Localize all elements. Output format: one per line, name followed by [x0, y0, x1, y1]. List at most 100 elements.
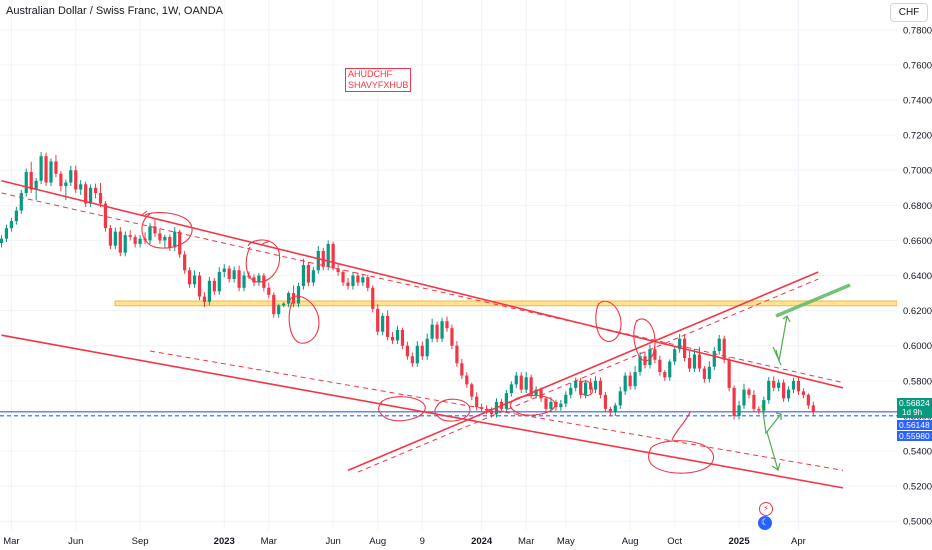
candle-body[interactable]: [717, 338, 721, 351]
candle-body[interactable]: [410, 356, 414, 364]
moon-icon[interactable]: ☾: [758, 516, 772, 530]
trendline[interactable]: [1, 179, 844, 389]
candle-body[interactable]: [272, 294, 276, 315]
candle-body[interactable]: [331, 243, 335, 269]
candle-body[interactable]: [64, 182, 68, 187]
candle-body[interactable]: [346, 282, 350, 287]
candle-body[interactable]: [212, 280, 216, 292]
candle-body[interactable]: [306, 265, 310, 283]
candle-body[interactable]: [633, 372, 637, 387]
candle-body[interactable]: [806, 394, 810, 406]
candle-body[interactable]: [390, 336, 395, 341]
candle-body[interactable]: [747, 389, 751, 395]
candle-body[interactable]: [767, 380, 771, 401]
candle-body[interactable]: [242, 275, 246, 288]
candle-body[interactable]: [658, 359, 662, 373]
candle-body[interactable]: [277, 305, 281, 315]
candle-body[interactable]: [554, 401, 558, 408]
candle-body[interactable]: [19, 193, 23, 211]
candle-body[interactable]: [326, 243, 330, 267]
candle-body[interactable]: [638, 356, 642, 373]
candle-body[interactable]: [98, 193, 103, 204]
candle-body[interactable]: [74, 170, 78, 190]
trendline[interactable]: [347, 271, 819, 472]
candle-body[interactable]: [702, 368, 706, 380]
candle-body[interactable]: [475, 396, 479, 408]
candle-body[interactable]: [514, 375, 518, 385]
candle-body[interactable]: [386, 315, 390, 337]
candle-body[interactable]: [519, 375, 523, 390]
candle-body[interactable]: [786, 389, 791, 399]
candle-body[interactable]: [584, 382, 588, 395]
candle-body[interactable]: [14, 210, 18, 222]
candle-body[interactable]: [183, 254, 187, 271]
candle-body[interactable]: [192, 275, 197, 285]
candle-body[interactable]: [470, 384, 474, 397]
candle-body[interactable]: [569, 387, 573, 395]
candle-body[interactable]: [623, 375, 627, 392]
candle-body[interactable]: [197, 275, 202, 297]
candle-body[interactable]: [613, 405, 617, 413]
candle-body[interactable]: [108, 228, 112, 246]
candle-body[interactable]: [301, 265, 306, 287]
trendline[interactable]: [149, 350, 844, 471]
candle-body[interactable]: [544, 398, 548, 409]
candle-body[interactable]: [742, 389, 746, 406]
candle-body[interactable]: [485, 408, 489, 411]
candle-body[interactable]: [796, 380, 801, 392]
candle-body[interactable]: [188, 270, 192, 285]
candle-body[interactable]: [791, 380, 796, 390]
candle-body[interactable]: [252, 277, 256, 283]
candle-body[interactable]: [361, 277, 365, 283]
candle-body[interactable]: [588, 382, 593, 390]
candle-body[interactable]: [653, 349, 657, 360]
candle-body[interactable]: [371, 287, 375, 309]
candle-body[interactable]: [395, 329, 400, 341]
candle-body[interactable]: [153, 226, 157, 234]
candle-body[interactable]: [524, 377, 528, 390]
candle-body[interactable]: [296, 286, 301, 304]
candle-body[interactable]: [445, 321, 449, 329]
candle-body[interactable]: [697, 354, 702, 369]
candle-body[interactable]: [668, 361, 672, 378]
candle-body[interactable]: [202, 296, 207, 302]
candle-body[interactable]: [351, 275, 355, 287]
candle-body[interactable]: [267, 287, 271, 295]
candle-body[interactable]: [123, 235, 127, 253]
candle-body[interactable]: [89, 187, 93, 204]
candle-body[interactable]: [529, 377, 533, 395]
candle-body[interactable]: [118, 231, 122, 253]
candle-body[interactable]: [598, 380, 603, 395]
candle-body[interactable]: [603, 394, 607, 409]
trendline[interactable]: [1, 334, 844, 489]
candle-body[interactable]: [435, 324, 439, 339]
candle-body[interactable]: [79, 184, 83, 190]
candle-body[interactable]: [415, 345, 419, 364]
candle-body[interactable]: [534, 389, 538, 395]
candle-body[interactable]: [158, 233, 162, 241]
candle-body[interactable]: [29, 171, 33, 190]
candle-body[interactable]: [316, 250, 320, 271]
candle-body[interactable]: [0, 238, 4, 244]
candle-body[interactable]: [93, 187, 98, 194]
candle-body[interactable]: [420, 345, 424, 357]
candle-body[interactable]: [341, 272, 345, 283]
candle-body[interactable]: [366, 277, 370, 288]
candle-body[interactable]: [772, 380, 776, 388]
candle-body[interactable]: [509, 384, 513, 394]
candle-body[interactable]: [559, 403, 563, 408]
candle-body[interactable]: [455, 345, 459, 364]
candle-body[interactable]: [430, 324, 434, 339]
candle-body[interactable]: [425, 338, 429, 357]
candle-body[interactable]: [4, 228, 9, 239]
candle-body[interactable]: [39, 156, 43, 181]
candle-body[interactable]: [148, 226, 152, 241]
candle-body[interactable]: [381, 315, 385, 332]
annotation-box[interactable]: AHUDCHF SHAVYFXHUB: [345, 68, 412, 92]
candle-body[interactable]: [321, 250, 325, 267]
candle-body[interactable]: [207, 280, 211, 302]
candle-body[interactable]: [24, 171, 28, 194]
candle-body[interactable]: [44, 156, 48, 183]
candle-body[interactable]: [727, 359, 731, 388]
